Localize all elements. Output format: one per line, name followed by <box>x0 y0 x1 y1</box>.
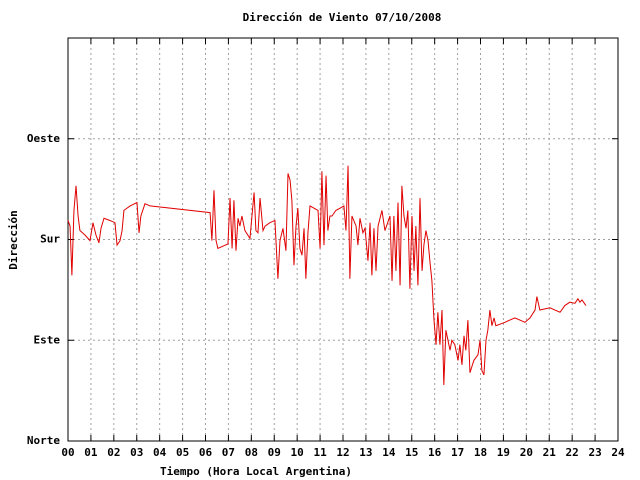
x-tick-label: 18 <box>474 446 487 459</box>
x-tick-label: 09 <box>268 446 281 459</box>
x-tick-label: 24 <box>611 446 625 459</box>
y-tick-label: Oeste <box>27 132 60 145</box>
x-tick-label: 02 <box>107 446 120 459</box>
x-tick-label: 05 <box>176 446 189 459</box>
x-axis-label: Tiempo (Hora Local Argentina) <box>160 465 352 478</box>
chart-title: Dirección de Viento 07/10/2008 <box>243 11 442 24</box>
y-axis-label: Dirección <box>7 210 20 270</box>
x-tick-label: 03 <box>130 446 143 459</box>
y-tick-label: Este <box>34 333 61 346</box>
x-tick-label: 12 <box>336 446 349 459</box>
x-tick-label: 13 <box>359 446 372 459</box>
plot-frame <box>67 37 619 442</box>
x-tick-label: 11 <box>313 446 327 459</box>
y-tick-label: Norte <box>27 434 60 447</box>
x-tick-label: 10 <box>291 446 304 459</box>
x-tick-label: 21 <box>543 446 557 459</box>
x-tick-label: 08 <box>245 446 258 459</box>
y-tick-label: Sur <box>40 233 60 246</box>
x-tick-label: 16 <box>428 446 442 459</box>
x-tick-label: 20 <box>520 446 533 459</box>
x-tick-label: 23 <box>588 446 601 459</box>
x-tick-label: 17 <box>451 446 464 459</box>
x-tick-label: 15 <box>405 446 418 459</box>
x-tick-label: 01 <box>84 446 98 459</box>
x-tick-label: 22 <box>566 446 579 459</box>
x-tick-label: 14 <box>382 446 396 459</box>
x-tick-label: 19 <box>497 446 510 459</box>
x-tick-label: 00 <box>61 446 74 459</box>
x-tick-label: 04 <box>153 446 167 459</box>
x-tick-label: 06 <box>199 446 213 459</box>
data-line <box>67 165 587 386</box>
x-tick-label: 07 <box>222 446 235 459</box>
